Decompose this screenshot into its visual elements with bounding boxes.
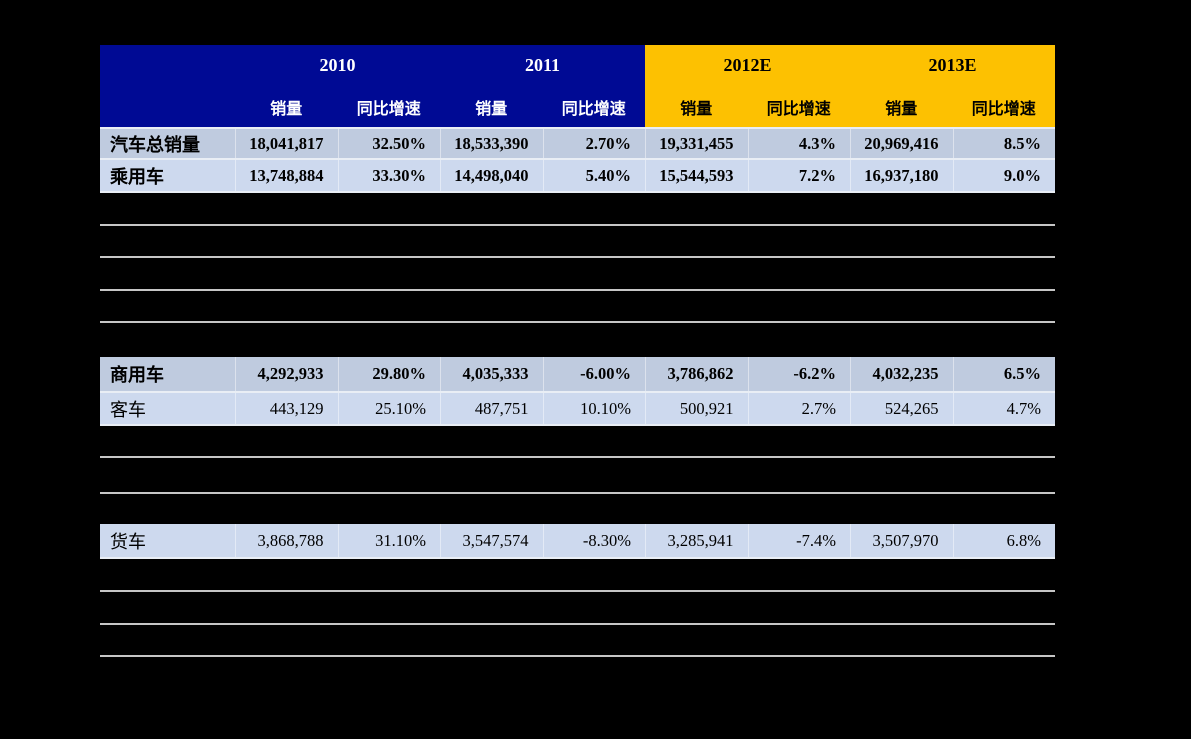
row-label-commercial: 商用车 [110,365,164,385]
cell-total-2: 18,533,390 [440,129,543,158]
cell-total-4: 19,331,455 [645,129,748,158]
table-row-passenger: 乘用车 13,748,884 33.30% 14,498,040 5.40% 15,544… [100,160,1055,193]
cell-total-6: 20,969,416 [850,129,953,158]
cell-truck-6: 3,507,970 [850,524,953,557]
cell-bus-3: 10.10% [542,393,646,424]
cell-passenger-4: 15,544,593 [645,160,748,191]
cell-total-1: 32.50% [337,129,441,158]
cell-bus-4: 500,921 [645,393,748,424]
cell-bus-0: 443,129 [235,393,338,424]
hidden-row [100,494,1055,524]
hidden-row [100,291,1055,323]
cell-bus-2: 487,751 [440,393,543,424]
cell-passenger-1: 33.30% [337,160,441,191]
cell-passenger-6: 16,937,180 [850,160,953,191]
cell-passenger-2: 14,498,040 [440,160,543,191]
cell-passenger-7: 9.0% [952,160,1056,191]
row-group-totals: 汽车总销量 18,041,817 32.50% 18,533,390 2.70% 19,3… [100,127,1055,193]
cell-commercial-0: 4,292,933 [235,357,338,391]
hidden-row [100,458,1055,494]
year-header-2013e: 2013E [850,45,1055,86]
cell-total-7: 8.5% [952,129,1056,158]
cell-passenger-5: 7.2% [747,160,851,191]
row-label-truck: 货车 [110,531,146,552]
col-header-sales-2010: 销量 [235,86,338,127]
cell-total-0: 18,041,817 [235,129,338,158]
row-group-truck: 货车 3,868,788 31.10% 3,547,574 -8.30% 3,285,94… [100,524,1055,559]
cell-truck-5: -7.4% [747,524,851,557]
table-row-truck: 货车 3,868,788 31.10% 3,547,574 -8.30% 3,285,94… [100,524,1055,559]
cell-bus-5: 2.7% [747,393,851,424]
table-row-bus: 客车 443,129 25.10% 487,751 10.10% 500,921 2.7% 5… [100,393,1055,426]
col-header-yoy-2010: 同比增速 [337,86,440,127]
hidden-row [100,323,1055,357]
col-header-sales-2013e: 销量 [850,86,953,127]
table-row-commercial: 商用车 4,292,933 29.80% 4,035,333 -6.00% 3,786,8… [100,357,1055,393]
cell-passenger-0: 13,748,884 [235,160,338,191]
hidden-row [100,258,1055,291]
cell-commercial-3: -6.00% [542,357,646,391]
cell-total-5: 4.3% [747,129,851,158]
table-header-years: 2010 2011 2012E 2013E [100,45,1055,86]
subheader-label-spacer [100,86,235,127]
cell-commercial-2: 4,035,333 [440,357,543,391]
cell-total-3: 2.70% [542,129,646,158]
hidden-row [100,625,1055,657]
cell-truck-4: 3,285,941 [645,524,748,557]
cell-commercial-7: 6.5% [952,357,1056,391]
cell-truck-7: 6.8% [952,524,1056,557]
cell-truck-1: 31.10% [337,524,441,557]
row-label-total: 汽车总销量 [110,134,200,155]
col-header-yoy-2011: 同比增速 [542,86,645,127]
year-header-2010: 2010 [235,45,440,86]
cell-commercial-5: -6.2% [747,357,851,391]
year-header-2012e: 2012E [645,45,850,86]
col-header-sales-2011: 销量 [440,86,543,127]
hidden-row [100,592,1055,625]
cell-passenger-3: 5.40% [542,160,646,191]
cell-commercial-4: 3,786,862 [645,357,748,391]
table-row-total: 汽车总销量 18,041,817 32.50% 18,533,390 2.70% 19,3… [100,127,1055,160]
row-label-passenger: 乘用车 [110,166,164,187]
hidden-row [100,426,1055,458]
cell-truck-2: 3,547,574 [440,524,543,557]
vehicle-sales-table: 2010 2011 2012E 2013E 销量 同比增速 销量 同比增速 销量… [100,45,1055,657]
row-group-commercial: 商用车 4,292,933 29.80% 4,035,333 -6.00% 3,786,8… [100,357,1055,426]
col-header-sales-2012e: 销量 [645,86,748,127]
hidden-row [100,226,1055,258]
col-header-yoy-2012e: 同比增速 [747,86,850,127]
cell-bus-6: 524,265 [850,393,953,424]
header-label-spacer [100,45,235,86]
cell-commercial-1: 29.80% [337,357,441,391]
cell-bus-1: 25.10% [337,393,441,424]
row-label-bus: 客车 [110,399,146,420]
hidden-row [100,193,1055,226]
hidden-row [100,559,1055,592]
cell-truck-0: 3,868,788 [235,524,338,557]
cell-truck-3: -8.30% [542,524,646,557]
cell-commercial-6: 4,032,235 [850,357,953,391]
year-header-2011: 2011 [440,45,645,86]
col-header-yoy-2013e: 同比增速 [952,86,1055,127]
cell-bus-7: 4.7% [952,393,1056,424]
table-header-columns: 销量 同比增速 销量 同比增速 销量 同比增速 销量 同比增速 [100,86,1055,127]
